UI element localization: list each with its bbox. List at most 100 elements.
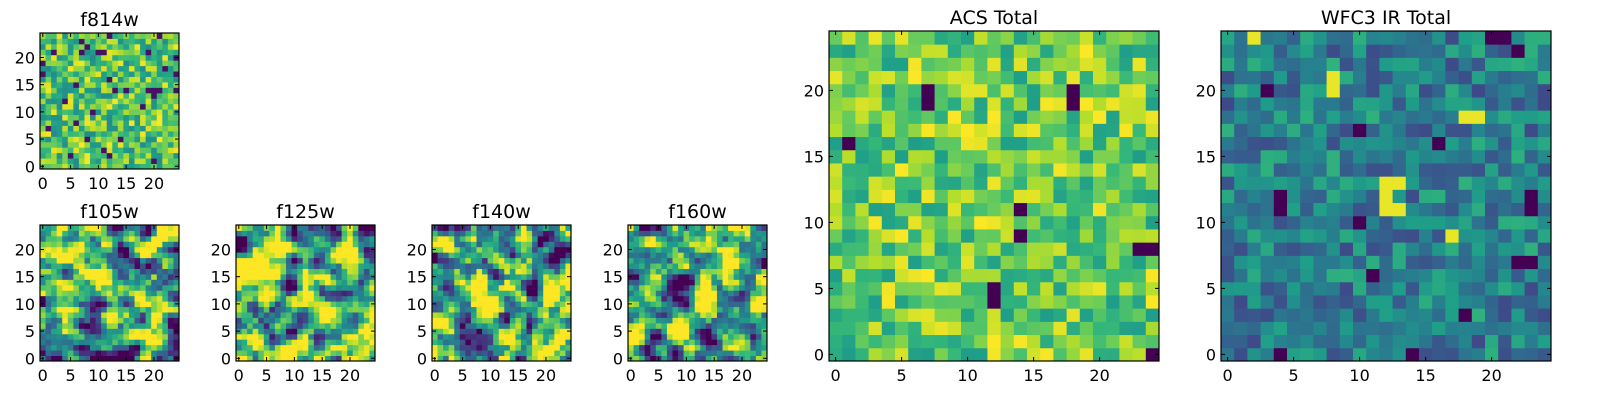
heatmap-cell [755, 339, 762, 346]
y-tick-label: 20 [15, 48, 35, 67]
heatmap-cell [51, 136, 58, 143]
heatmap-cell [755, 317, 762, 324]
heatmap-cell [1027, 136, 1041, 151]
heatmap-cell [554, 344, 561, 351]
heatmap-cell [330, 273, 337, 280]
heatmap-cell [128, 241, 135, 248]
heatmap-cell [1498, 242, 1512, 256]
heatmap-cell [548, 263, 555, 269]
heatmap-cell [1027, 149, 1041, 164]
heatmap-cell [297, 290, 304, 297]
heatmap-cell [1366, 229, 1380, 243]
heatmap-cell [1079, 110, 1094, 124]
heatmap-cell [716, 257, 723, 264]
heatmap-cell [1079, 44, 1094, 58]
heatmap-cell [639, 268, 646, 275]
heatmap-cell [1119, 242, 1134, 256]
heatmap-cell [258, 295, 265, 302]
heatmap-cell [1053, 308, 1068, 322]
heatmap-cell [45, 290, 52, 297]
heatmap-cell [661, 333, 668, 340]
heatmap-cell [56, 252, 63, 259]
heatmap-cell [655, 322, 662, 329]
heatmap-cell [269, 306, 276, 313]
heatmap-cell [145, 60, 152, 67]
heatmap-cell [1432, 163, 1446, 177]
heatmap-cell [73, 268, 80, 275]
heatmap-cell [90, 114, 97, 121]
heatmap-cell [112, 284, 119, 291]
heatmap-cell [123, 295, 130, 302]
heatmap-cell [733, 257, 740, 264]
heatmap-cell [101, 54, 108, 61]
heatmap-cell [537, 350, 544, 357]
heatmap-cell [241, 317, 248, 324]
heatmap-cell [650, 279, 657, 286]
heatmap-cell [123, 109, 130, 116]
heatmap-cell [347, 344, 354, 351]
heatmap-cell [1066, 202, 1081, 217]
heatmap-cell [1221, 44, 1235, 58]
heatmap-cell [117, 71, 124, 77]
heatmap-cell [112, 312, 119, 318]
heatmap-cell [722, 312, 729, 318]
heatmap-cell [722, 306, 729, 313]
heatmap-cell [241, 339, 248, 346]
heatmap-cell [51, 81, 58, 88]
heatmap-cell [128, 152, 135, 159]
heatmap-cell [908, 229, 922, 243]
heatmap-cell [443, 350, 450, 357]
heatmap-cell [352, 246, 359, 253]
heatmap-cell [151, 125, 158, 132]
heatmap-cell [1119, 149, 1134, 164]
heatmap-cell [739, 230, 746, 237]
heatmap-cell [167, 235, 174, 242]
heatmap-cell [987, 97, 1002, 111]
heatmap-cell [482, 312, 489, 318]
heatmap-cell [1498, 189, 1512, 204]
heatmap-cell [1300, 31, 1314, 45]
heatmap-cell [308, 263, 315, 269]
heatmap-cell [661, 252, 668, 259]
heatmap-cell [67, 92, 74, 99]
heatmap-cell [722, 317, 729, 324]
heatmap-cell [62, 284, 69, 291]
heatmap-cell [1300, 70, 1314, 85]
heatmap-cell [263, 257, 270, 264]
heatmap-cell [565, 263, 572, 269]
heatmap-cell [73, 263, 80, 269]
heatmap-cell [1432, 321, 1446, 336]
heatmap-cell [947, 255, 962, 270]
heatmap-cell [537, 306, 544, 313]
heatmap-cell [509, 322, 516, 329]
heatmap-cell [363, 230, 370, 237]
heatmap-cell [51, 290, 58, 297]
heatmap-cell [336, 322, 343, 329]
heatmap-cell [728, 339, 735, 346]
heatmap-cell [56, 158, 63, 165]
heatmap-cell [73, 339, 80, 346]
heatmap-cell [319, 252, 326, 259]
heatmap-cell [1485, 347, 1499, 362]
heatmap-cell [842, 44, 856, 58]
heatmap-cell [1471, 202, 1486, 217]
heatmap-cell [655, 252, 662, 259]
heatmap-cell [151, 333, 158, 340]
heatmap-cell [40, 103, 47, 110]
heatmap-cell [711, 284, 718, 291]
heatmap-cell [908, 189, 922, 204]
heatmap-cell [324, 306, 331, 313]
heatmap-cell [895, 295, 909, 309]
heatmap-cell [90, 230, 97, 237]
heatmap-cell [678, 225, 685, 231]
heatmap-cell [1145, 347, 1160, 362]
heatmap-cell [263, 312, 270, 318]
heatmap-cell [336, 241, 343, 248]
heatmap-cell [1353, 202, 1367, 217]
heatmap-cell [711, 230, 718, 237]
heatmap-cell [448, 230, 455, 237]
heatmap-cell [84, 98, 91, 105]
heatmap-cell [112, 279, 119, 286]
heatmap-cell [101, 60, 108, 67]
heatmap-cell [156, 114, 163, 121]
